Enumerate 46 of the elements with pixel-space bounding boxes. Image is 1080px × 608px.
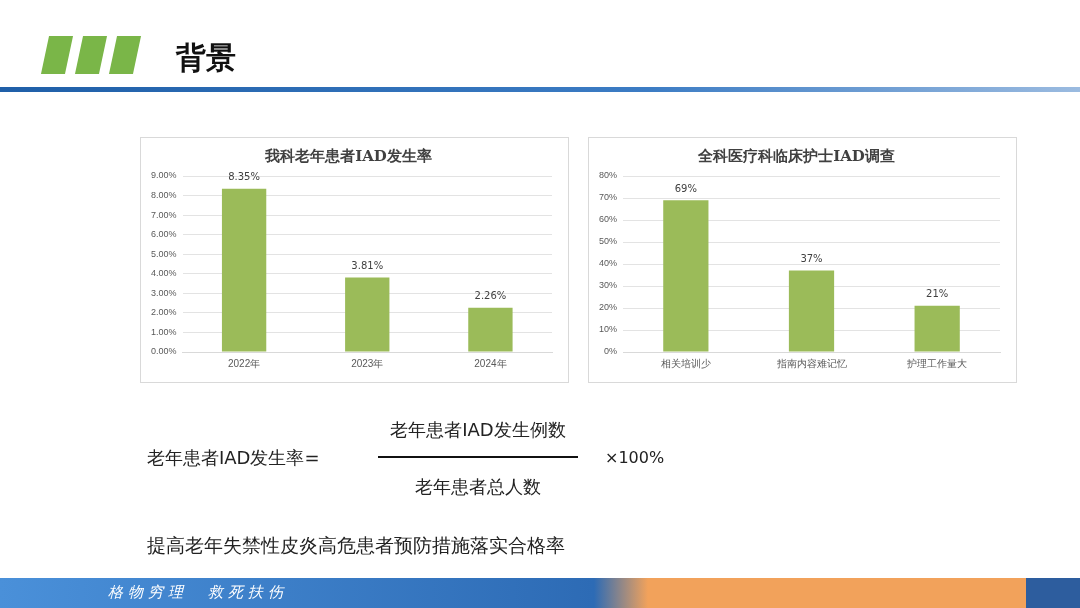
y-tick-label: 0% bbox=[604, 346, 618, 357]
text: 格物穷理 救死扶伤 bbox=[108, 583, 288, 602]
y-tick-label: 70% bbox=[599, 192, 618, 203]
y-tick-label: 30% bbox=[599, 280, 618, 291]
y-tick-label: 0.00% bbox=[150, 346, 177, 357]
text: ×100% bbox=[605, 448, 665, 467]
bar bbox=[914, 305, 960, 352]
y-tick-label: 60% bbox=[599, 214, 618, 225]
y-tick-label: 20% bbox=[599, 302, 618, 313]
x-tick-label: 2024年 bbox=[474, 357, 507, 369]
y-tick-label: 7.00% bbox=[150, 209, 177, 220]
data-label: 37% bbox=[800, 253, 823, 265]
bar bbox=[221, 188, 267, 352]
data-label: 21% bbox=[926, 288, 949, 300]
y-tick-label: 1.00% bbox=[150, 326, 177, 337]
data-label: 8.35% bbox=[228, 171, 260, 183]
y-tick-label: 2.00% bbox=[150, 307, 177, 318]
x-tick-label: 相关培训少 bbox=[660, 357, 711, 369]
text: 老年患者IAD发生例数 bbox=[389, 418, 567, 442]
bar bbox=[663, 200, 709, 352]
text: 老年患者IAD发生率= bbox=[147, 446, 320, 470]
x-tick-label: 指南内容难记忆 bbox=[775, 357, 847, 369]
text: 提高老年失禁性皮炎高危患者预防措施落实合格率 bbox=[147, 533, 565, 558]
bar bbox=[788, 270, 835, 352]
y-tick-label: 5.00% bbox=[150, 248, 177, 259]
y-tick-label: 3.00% bbox=[150, 287, 177, 298]
y-tick-label: 10% bbox=[599, 324, 618, 335]
bar bbox=[468, 307, 513, 352]
y-tick-label: 50% bbox=[599, 236, 618, 247]
bar bbox=[345, 277, 390, 352]
y-tick-label: 6.00% bbox=[150, 229, 177, 240]
y-tick-label: 4.00% bbox=[150, 268, 177, 279]
y-tick-label: 8.00% bbox=[150, 190, 177, 201]
y-tick-label: 80% bbox=[599, 170, 618, 181]
y-tick-label: 40% bbox=[599, 258, 618, 269]
x-tick-label: 护理工作量大 bbox=[906, 357, 968, 369]
text: 老年患者总人数 bbox=[414, 475, 542, 499]
text: 背景 bbox=[176, 39, 236, 77]
x-tick-label: 2023年 bbox=[351, 357, 384, 369]
chart-title: 我科老年患者IAD发生率 bbox=[264, 146, 432, 165]
chart-title: 全科医疗科临床护士IAD调查 bbox=[697, 146, 895, 165]
data-label: 69% bbox=[674, 182, 697, 194]
data-label: 3.81% bbox=[351, 260, 384, 272]
x-tick-label: 2022年 bbox=[227, 357, 261, 369]
y-tick-label: 9.00% bbox=[150, 170, 177, 181]
data-label: 2.26% bbox=[474, 290, 507, 302]
